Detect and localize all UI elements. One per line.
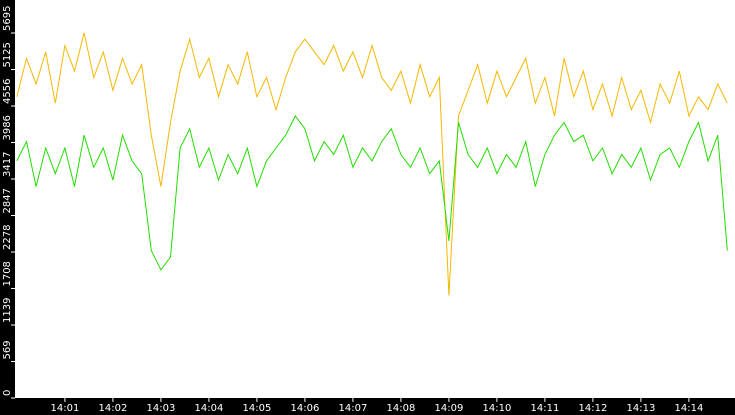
x-tick-label: 14:02 xyxy=(99,403,128,414)
y-tick-label: 1708 xyxy=(2,261,13,286)
x-tick-label: 14:07 xyxy=(339,403,368,414)
y-tick-label: 0 xyxy=(2,390,13,396)
y-tick-label: 5125 xyxy=(2,42,13,67)
x-tick-label: 14:14 xyxy=(675,403,704,414)
x-axis-strip xyxy=(0,398,735,415)
y-tick-label: 3417 xyxy=(2,152,13,177)
y-tick-label: 569 xyxy=(2,340,13,359)
y-tick-label: 3986 xyxy=(2,115,13,140)
x-tick-label: 14:12 xyxy=(579,403,608,414)
x-tick-label: 14:09 xyxy=(435,403,464,414)
x-tick-label: 14:08 xyxy=(387,403,416,414)
x-tick-label: 14:04 xyxy=(195,403,224,414)
x-tick-label: 14:05 xyxy=(243,403,272,414)
y-tick-label: 2278 xyxy=(2,225,13,250)
y-tick-label: 5695 xyxy=(2,6,13,31)
y-axis-strip xyxy=(0,0,15,415)
x-tick-label: 14:13 xyxy=(627,403,656,414)
x-tick-label: 14:01 xyxy=(51,403,80,414)
series-line xyxy=(16,32,728,296)
y-tick-label: 4556 xyxy=(2,79,13,104)
x-tick-label: 14:11 xyxy=(531,403,560,414)
x-tick-label: 14:03 xyxy=(147,403,176,414)
x-tick-label: 14:06 xyxy=(291,403,320,414)
y-tick-label: 1139 xyxy=(2,298,13,323)
series-line xyxy=(16,115,728,271)
y-tick-label: 2847 xyxy=(2,188,13,213)
x-tick-label: 14:10 xyxy=(483,403,512,414)
